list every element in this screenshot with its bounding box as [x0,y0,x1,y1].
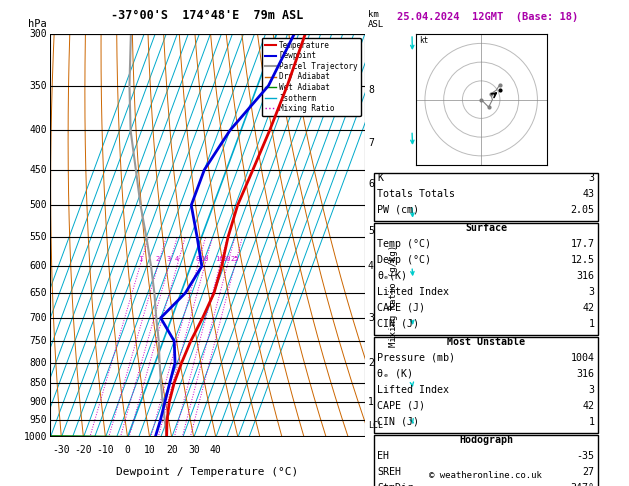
Text: 25.04.2024  12GMT  (Base: 18): 25.04.2024 12GMT (Base: 18) [397,12,578,22]
Legend: Temperature, Dewpoint, Parcel Trajectory, Dry Adiabat, Wet Adiabat, Isotherm, Mi: Temperature, Dewpoint, Parcel Trajectory… [262,38,361,116]
Text: 1: 1 [588,417,594,427]
Text: © weatheronline.co.uk: © weatheronline.co.uk [430,471,542,480]
Text: Lifted Index: Lifted Index [377,287,449,297]
Text: CIN (J): CIN (J) [377,319,420,329]
Text: 8: 8 [196,256,199,262]
Text: 350: 350 [30,81,47,91]
Text: 3: 3 [588,287,594,297]
Text: -10: -10 [97,445,114,455]
Text: -30: -30 [53,445,70,455]
Text: 650: 650 [30,288,47,298]
Text: -20: -20 [75,445,92,455]
Text: 300: 300 [30,29,47,39]
Text: 30: 30 [188,445,199,455]
Text: 316: 316 [576,369,594,379]
Text: 10: 10 [144,445,155,455]
Text: 850: 850 [30,378,47,388]
Text: 7: 7 [368,138,374,148]
Text: 450: 450 [30,165,47,175]
Text: 3: 3 [588,173,594,183]
Text: 1: 1 [368,397,374,407]
Text: 700: 700 [30,313,47,323]
Text: 6: 6 [368,179,374,190]
Text: θₑ (K): θₑ (K) [377,369,413,379]
Text: hPa: hPa [28,19,47,29]
Text: -37°00'S  174°48'E  79m ASL: -37°00'S 174°48'E 79m ASL [111,9,304,22]
Text: 16: 16 [215,256,224,262]
Text: 2: 2 [368,358,374,367]
Text: 600: 600 [30,261,47,271]
Text: 500: 500 [30,200,47,210]
Text: 3: 3 [167,256,171,262]
Text: K: K [377,173,384,183]
Text: Surface: Surface [465,223,507,233]
Text: 2.05: 2.05 [571,205,594,215]
Text: 900: 900 [30,397,47,407]
Text: 42: 42 [582,401,594,411]
Text: -35: -35 [576,451,594,461]
Text: 2: 2 [155,256,160,262]
Text: 27: 27 [582,467,594,477]
Text: 1: 1 [138,256,142,262]
Text: 800: 800 [30,358,47,367]
Text: Pressure (mb): Pressure (mb) [377,353,455,363]
Text: 3: 3 [588,385,594,395]
Text: θₑ(K): θₑ(K) [377,271,408,281]
Text: 20: 20 [166,445,177,455]
Text: 550: 550 [30,232,47,242]
Text: SREH: SREH [377,467,401,477]
Text: 42: 42 [582,303,594,313]
Text: 17.7: 17.7 [571,239,594,249]
Text: kt: kt [420,36,428,45]
Text: CIN (J): CIN (J) [377,417,420,427]
Text: 1: 1 [588,319,594,329]
Text: 12.5: 12.5 [571,255,594,265]
Text: 40: 40 [210,445,221,455]
Text: 950: 950 [30,415,47,425]
Text: 10: 10 [200,256,209,262]
Text: km
ASL: km ASL [368,10,384,29]
Text: 5: 5 [368,226,374,236]
Text: Lifted Index: Lifted Index [377,385,449,395]
Text: StmDir: StmDir [377,483,413,486]
Text: 4: 4 [175,256,179,262]
Text: Dewpoint / Temperature (°C): Dewpoint / Temperature (°C) [116,467,299,477]
Text: PW (cm): PW (cm) [377,205,420,215]
Text: 1000: 1000 [24,433,47,442]
Text: Mixing Ratio (g/kg): Mixing Ratio (g/kg) [389,245,398,347]
Text: 4: 4 [368,261,374,271]
Text: 347°: 347° [571,483,594,486]
Text: 0: 0 [125,445,130,455]
Text: CAPE (J): CAPE (J) [377,401,425,411]
Text: Totals Totals: Totals Totals [377,189,455,199]
Text: 316: 316 [576,271,594,281]
Text: 750: 750 [30,336,47,346]
Text: 1004: 1004 [571,353,594,363]
Text: Dewp (°C): Dewp (°C) [377,255,431,265]
Text: 3: 3 [368,313,374,323]
Text: CAPE (J): CAPE (J) [377,303,425,313]
Text: LCL: LCL [368,421,383,430]
Text: 20: 20 [223,256,231,262]
Text: 25: 25 [230,256,239,262]
Text: Temp (°C): Temp (°C) [377,239,431,249]
Text: Hodograph: Hodograph [459,435,513,445]
Text: Most Unstable: Most Unstable [447,337,525,347]
Text: EH: EH [377,451,389,461]
Text: 8: 8 [368,86,374,95]
Text: 400: 400 [30,125,47,136]
Text: 43: 43 [582,189,594,199]
